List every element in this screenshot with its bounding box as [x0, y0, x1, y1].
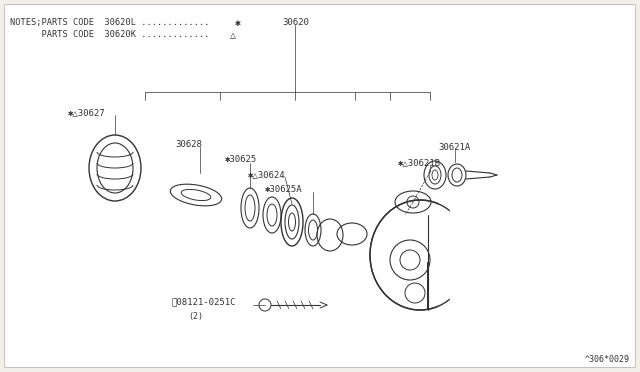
Text: ✱△30627: ✱△30627	[68, 108, 106, 117]
Text: ✱△30621B: ✱△30621B	[398, 158, 441, 167]
Text: 30628: 30628	[175, 140, 202, 149]
Text: (2): (2)	[188, 312, 203, 321]
Text: 30620: 30620	[282, 18, 309, 27]
Text: ✱△30624: ✱△30624	[248, 170, 285, 179]
Text: ^306*0029: ^306*0029	[585, 355, 630, 364]
Text: ✱30625A: ✱30625A	[265, 185, 303, 194]
Text: ✱30625: ✱30625	[225, 155, 257, 164]
Text: △: △	[230, 30, 236, 40]
Text: ✱: ✱	[235, 18, 241, 28]
Text: Ⓑ08121-0251C: Ⓑ08121-0251C	[172, 297, 237, 306]
Text: NOTES;PARTS CODE  30620L .............: NOTES;PARTS CODE 30620L .............	[10, 18, 209, 27]
FancyBboxPatch shape	[4, 5, 636, 367]
Text: PARTS CODE  30620K .............: PARTS CODE 30620K .............	[10, 30, 209, 39]
Text: 30621A: 30621A	[438, 143, 470, 152]
FancyBboxPatch shape	[450, 195, 531, 315]
